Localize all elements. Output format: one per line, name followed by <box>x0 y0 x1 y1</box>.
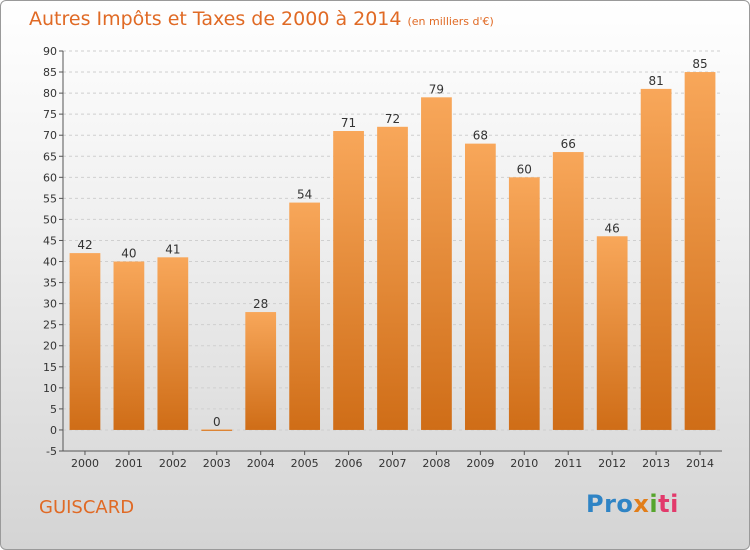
data-label-2013: 81 <box>648 74 663 88</box>
data-label-2004: 28 <box>253 297 268 311</box>
y-tick-label: 60 <box>43 171 57 184</box>
x-tick-label-2000: 2000 <box>71 457 99 470</box>
x-tick-label-2006: 2006 <box>335 457 363 470</box>
x-tick-label-2001: 2001 <box>115 457 143 470</box>
x-tick-label-2003: 2003 <box>203 457 231 470</box>
x-tick-label-2004: 2004 <box>247 457 275 470</box>
y-tick-label: 55 <box>43 192 57 205</box>
chart-title: Autres Impôts et Taxes de 2000 à 2014 (en… <box>29 8 494 30</box>
data-label-2009: 68 <box>473 129 488 143</box>
x-tick-label-2009: 2009 <box>466 457 494 470</box>
y-tick-label: 65 <box>43 150 57 163</box>
y-tick-label: 0 <box>50 424 57 437</box>
y-tick-label: 90 <box>43 45 57 58</box>
bar-2008 <box>421 97 452 430</box>
bar-2005 <box>289 202 321 430</box>
y-tick-label: 30 <box>43 298 57 311</box>
y-tick-label: 35 <box>43 277 57 290</box>
y-tick-label: 50 <box>43 213 57 226</box>
y-tick-label: 5 <box>50 403 57 416</box>
bar-2003 <box>201 429 233 431</box>
logo-part-4: ti <box>658 490 679 518</box>
y-tick-label: -5 <box>46 445 57 458</box>
axes <box>59 50 722 455</box>
bar-2011 <box>552 152 584 430</box>
y-tick-label: 25 <box>43 319 57 332</box>
y-tick-label: 45 <box>43 234 57 247</box>
y-tick-label: 20 <box>43 340 57 353</box>
logo-part-3: i <box>649 490 659 518</box>
y-tick-label: 70 <box>43 129 57 142</box>
y-tick-label: 10 <box>43 382 57 395</box>
data-label-2002: 41 <box>165 242 180 256</box>
data-label-2001: 40 <box>121 247 136 261</box>
y-tick-labels: -5 0 5 10 15 20 25 30 35 40 45 50 55 60 65 70 75 80 85 90 <box>43 45 57 458</box>
y-tick-label: 75 <box>43 108 57 121</box>
data-label-2011: 66 <box>561 137 576 151</box>
x-tick-label-2007: 2007 <box>379 457 407 470</box>
data-label-2010: 60 <box>517 162 532 176</box>
proxiti-logo[interactable]: Proxiti <box>586 490 679 518</box>
chart-title-text: Autres Impôts et Taxes de 2000 à 2014 <box>29 8 402 30</box>
y-tick-label: 80 <box>43 87 57 100</box>
data-label-2012: 46 <box>605 221 620 235</box>
x-tick-labels: 2000 2001 2002 2003 2004 2005 2006 2007 2008 2009… <box>71 457 714 470</box>
x-tick-label-2005: 2005 <box>291 457 319 470</box>
bar-2000 <box>69 253 101 430</box>
data-label-2014: 85 <box>692 57 707 71</box>
x-tick-label-2014: 2014 <box>686 457 714 470</box>
bar-2001 <box>113 261 145 430</box>
bars <box>69 72 716 431</box>
logo-part-1: Pro <box>586 490 634 518</box>
chart-unit: (en milliers d'€) <box>407 15 494 28</box>
data-label-2007: 72 <box>385 112 400 126</box>
bar-2010 <box>508 177 540 430</box>
data-label-2003: 0 <box>213 415 221 429</box>
x-tick-label-2002: 2002 <box>159 457 187 470</box>
x-tick-label-2013: 2013 <box>642 457 670 470</box>
y-tick-label: 15 <box>43 361 57 374</box>
bar-2004 <box>245 312 277 430</box>
bar-2009 <box>464 143 496 430</box>
bar-2002 <box>157 257 189 430</box>
x-tick-label-2008: 2008 <box>422 457 450 470</box>
data-label-2005: 54 <box>297 188 312 202</box>
bar-2007 <box>377 126 408 430</box>
bar-2013 <box>640 88 672 430</box>
data-labels: 42 40 41 0 28 54 71 72 79 68 60 66 46 81 85 <box>77 57 707 429</box>
data-label-2008: 79 <box>429 82 444 96</box>
bar-2012 <box>596 236 628 430</box>
logo-part-2: x <box>633 490 650 518</box>
x-tick-label-2011: 2011 <box>554 457 582 470</box>
data-label-2006: 71 <box>341 116 356 130</box>
commune-name: GUISCARD <box>39 497 135 518</box>
bar-2014 <box>684 72 716 430</box>
y-tick-label: 85 <box>43 66 57 79</box>
bar-2006 <box>333 131 364 430</box>
bar-chart: -5 0 5 10 15 20 25 30 35 40 45 50 55 60 65 70 75 80 85 90 4… <box>43 45 722 470</box>
y-tick-label: 40 <box>43 256 57 269</box>
data-label-2000: 42 <box>77 238 92 252</box>
x-tick-label-2012: 2012 <box>598 457 626 470</box>
x-tick-label-2010: 2010 <box>510 457 538 470</box>
